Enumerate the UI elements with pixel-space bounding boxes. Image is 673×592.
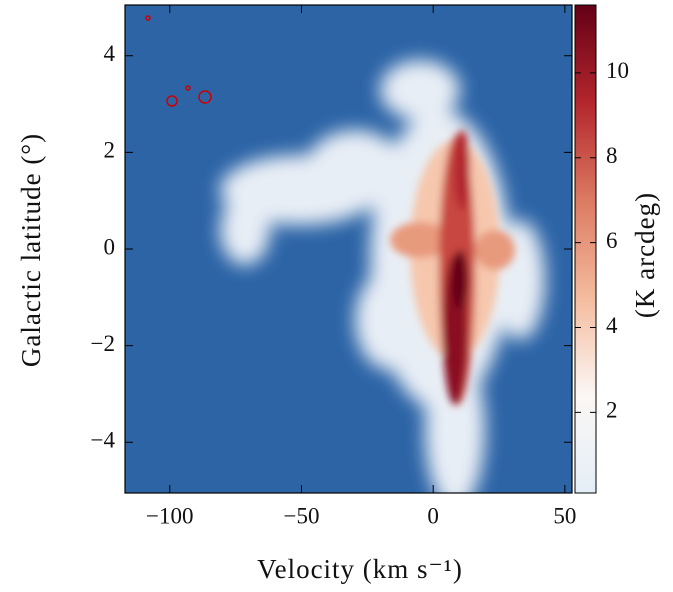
colorbar-tick-label: 2 xyxy=(606,398,618,423)
emission-map xyxy=(145,15,545,493)
colorbar-tick-label: 4 xyxy=(606,313,618,338)
colorbar xyxy=(574,4,597,494)
x-tick-label: 0 xyxy=(427,503,439,528)
colorbar-label: (K arcdeg) xyxy=(630,192,660,318)
x-tick-label: −100 xyxy=(146,503,193,528)
x-tick-label: −50 xyxy=(283,503,319,528)
colorbar-tick-label: 10 xyxy=(606,58,629,83)
y-tick-label: 0 xyxy=(104,234,116,259)
y-tick-label: −4 xyxy=(91,428,116,453)
colorbar-tick-label: 6 xyxy=(606,228,618,253)
y-axis-label: Galactic latitude (°) xyxy=(16,133,46,367)
colorbar-tick-label: 8 xyxy=(606,143,618,168)
x-tick-label: 50 xyxy=(553,503,576,528)
y-tick-label: −2 xyxy=(91,331,115,356)
y-tick-label: 4 xyxy=(104,41,116,66)
y-tick-label: 2 xyxy=(104,138,116,163)
x-axis-label: Velocity (km s⁻¹) xyxy=(257,554,463,584)
